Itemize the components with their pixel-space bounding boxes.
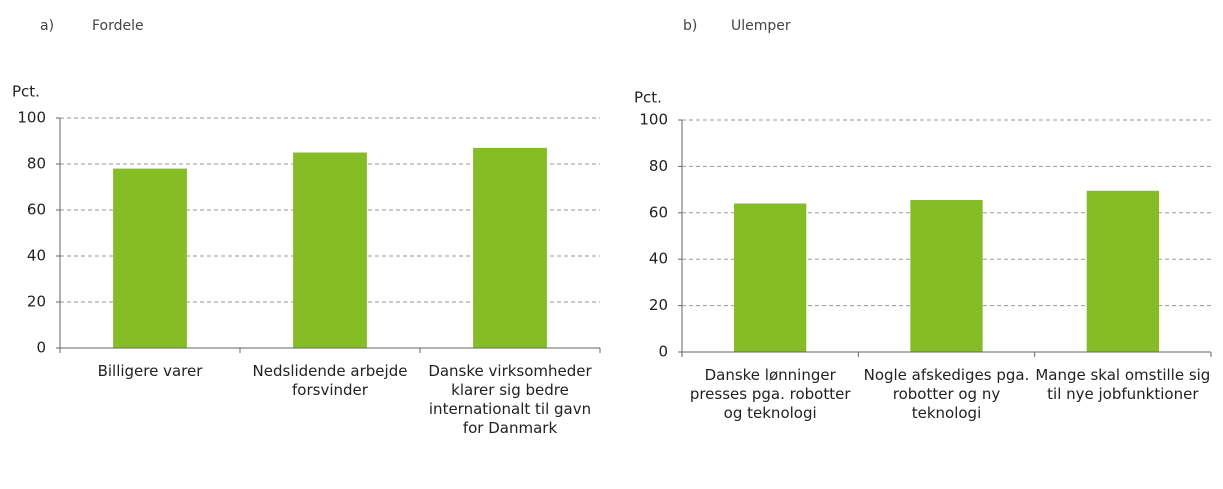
bar <box>1086 190 1159 352</box>
bar <box>473 147 547 348</box>
bar <box>293 152 367 348</box>
x-tick-label-box: Nedslidende arbejde forsvinder <box>252 362 408 399</box>
panel-title: Ulemper <box>731 18 791 34</box>
bar <box>734 203 807 352</box>
y-tick-label: 20 <box>649 296 668 314</box>
x-tick-label: Danske lønninger presses pga. robotter o… <box>689 366 851 422</box>
x-tick-label: Nogle afskediges pga. robotter og ny tek… <box>863 366 1030 422</box>
y-tick-label: 60 <box>27 201 46 219</box>
x-tick-label: Danske virksomheder klarer sig bedre int… <box>428 362 592 437</box>
x-tick-label-box: Danske virksomheder klarer sig bedre int… <box>428 362 592 437</box>
x-tick-label-box: Danske lønninger presses pga. robotter o… <box>689 366 851 422</box>
panel-title: Fordele <box>92 18 144 34</box>
x-tick-label-box: Mange skal omstille sig til nye jobfunkt… <box>1035 366 1211 403</box>
bar <box>113 168 187 348</box>
panel-label: a) <box>40 18 54 34</box>
x-tick-label-box: Nogle afskediges pga. robotter og ny tek… <box>863 366 1030 422</box>
y-tick-label: 20 <box>27 293 46 311</box>
y-tick-label: 80 <box>27 155 46 173</box>
x-tick-label: Billigere varer <box>97 362 203 380</box>
y-axis-label: Pct. <box>634 89 662 107</box>
x-tick-label: Mange skal omstille sig til nye jobfunkt… <box>1035 366 1211 403</box>
panel-label: b) <box>683 18 697 34</box>
x-tick-label: Nedslidende arbejde forsvinder <box>252 362 408 399</box>
bar <box>910 200 983 352</box>
y-tick-label: 100 <box>639 111 668 129</box>
y-tick-label: 100 <box>17 109 46 127</box>
y-tick-label: 40 <box>649 250 668 268</box>
y-tick-label: 0 <box>36 339 46 357</box>
x-tick-label-box: Billigere varer <box>97 362 203 380</box>
y-tick-label: 0 <box>658 343 668 361</box>
y-tick-label: 80 <box>649 157 668 175</box>
y-tick-label: 40 <box>27 247 46 265</box>
y-tick-label: 60 <box>649 203 668 221</box>
y-axis-label: Pct. <box>12 83 40 101</box>
